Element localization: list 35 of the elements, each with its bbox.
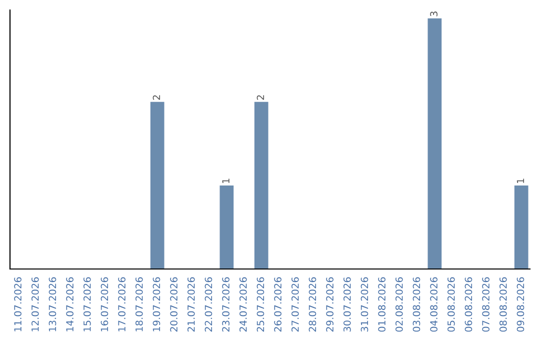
x-tick-label: 14.07.2026 [66, 277, 74, 332]
data-label: 1 [516, 178, 524, 183]
data-label: 2 [152, 95, 160, 100]
x-tick-label: 12.07.2026 [31, 277, 39, 332]
x-tick-label: 09.08.2026 [516, 277, 524, 332]
x-tick-label: 23.07.2026 [222, 277, 230, 332]
x-tick-label: 31.07.2026 [360, 277, 368, 332]
x-tick-label: 04.08.2026 [430, 277, 438, 332]
x-tick-label: 01.08.2026 [378, 277, 386, 332]
x-tick-label: 15.07.2026 [83, 277, 91, 332]
x-tick-label: 08.08.2026 [499, 277, 507, 332]
x-tick-label: 18.07.2026 [135, 277, 143, 332]
x-tick-label: 07.08.2026 [482, 277, 490, 332]
x-tick-label: 06.08.2026 [464, 277, 472, 332]
x-tick-label: 27.07.2026 [291, 277, 299, 332]
data-label: 1 [222, 178, 230, 183]
data-label: 2 [256, 95, 264, 100]
x-tick-label: 19.07.2026 [152, 277, 160, 332]
x-tick-label: 21.07.2026 [187, 277, 195, 332]
x-tick-label: 22.07.2026 [204, 277, 212, 332]
x-tick-label: 16.07.2026 [100, 277, 108, 332]
x-tick-label: 25.07.2026 [256, 277, 264, 332]
x-tick-label: 13.07.2026 [48, 277, 56, 332]
x-tick-label: 17.07.2026 [118, 277, 126, 332]
x-tick-label: 29.07.2026 [326, 277, 334, 332]
x-tick-label: 24.07.2026 [239, 277, 247, 332]
x-tick-label: 26.07.2026 [274, 277, 282, 332]
data-label: 3 [430, 12, 438, 16]
x-tick-label: 02.08.2026 [395, 277, 403, 332]
x-tick-label: 05.08.2026 [447, 277, 455, 332]
x-tick-label: 03.08.2026 [412, 277, 420, 332]
x-tick-label: 30.07.2026 [343, 277, 351, 332]
x-tick-label: 20.07.2026 [170, 277, 178, 332]
x-tick-label: 11.07.2026 [14, 277, 22, 332]
x-tick-label: 28.07.2026 [308, 277, 316, 332]
